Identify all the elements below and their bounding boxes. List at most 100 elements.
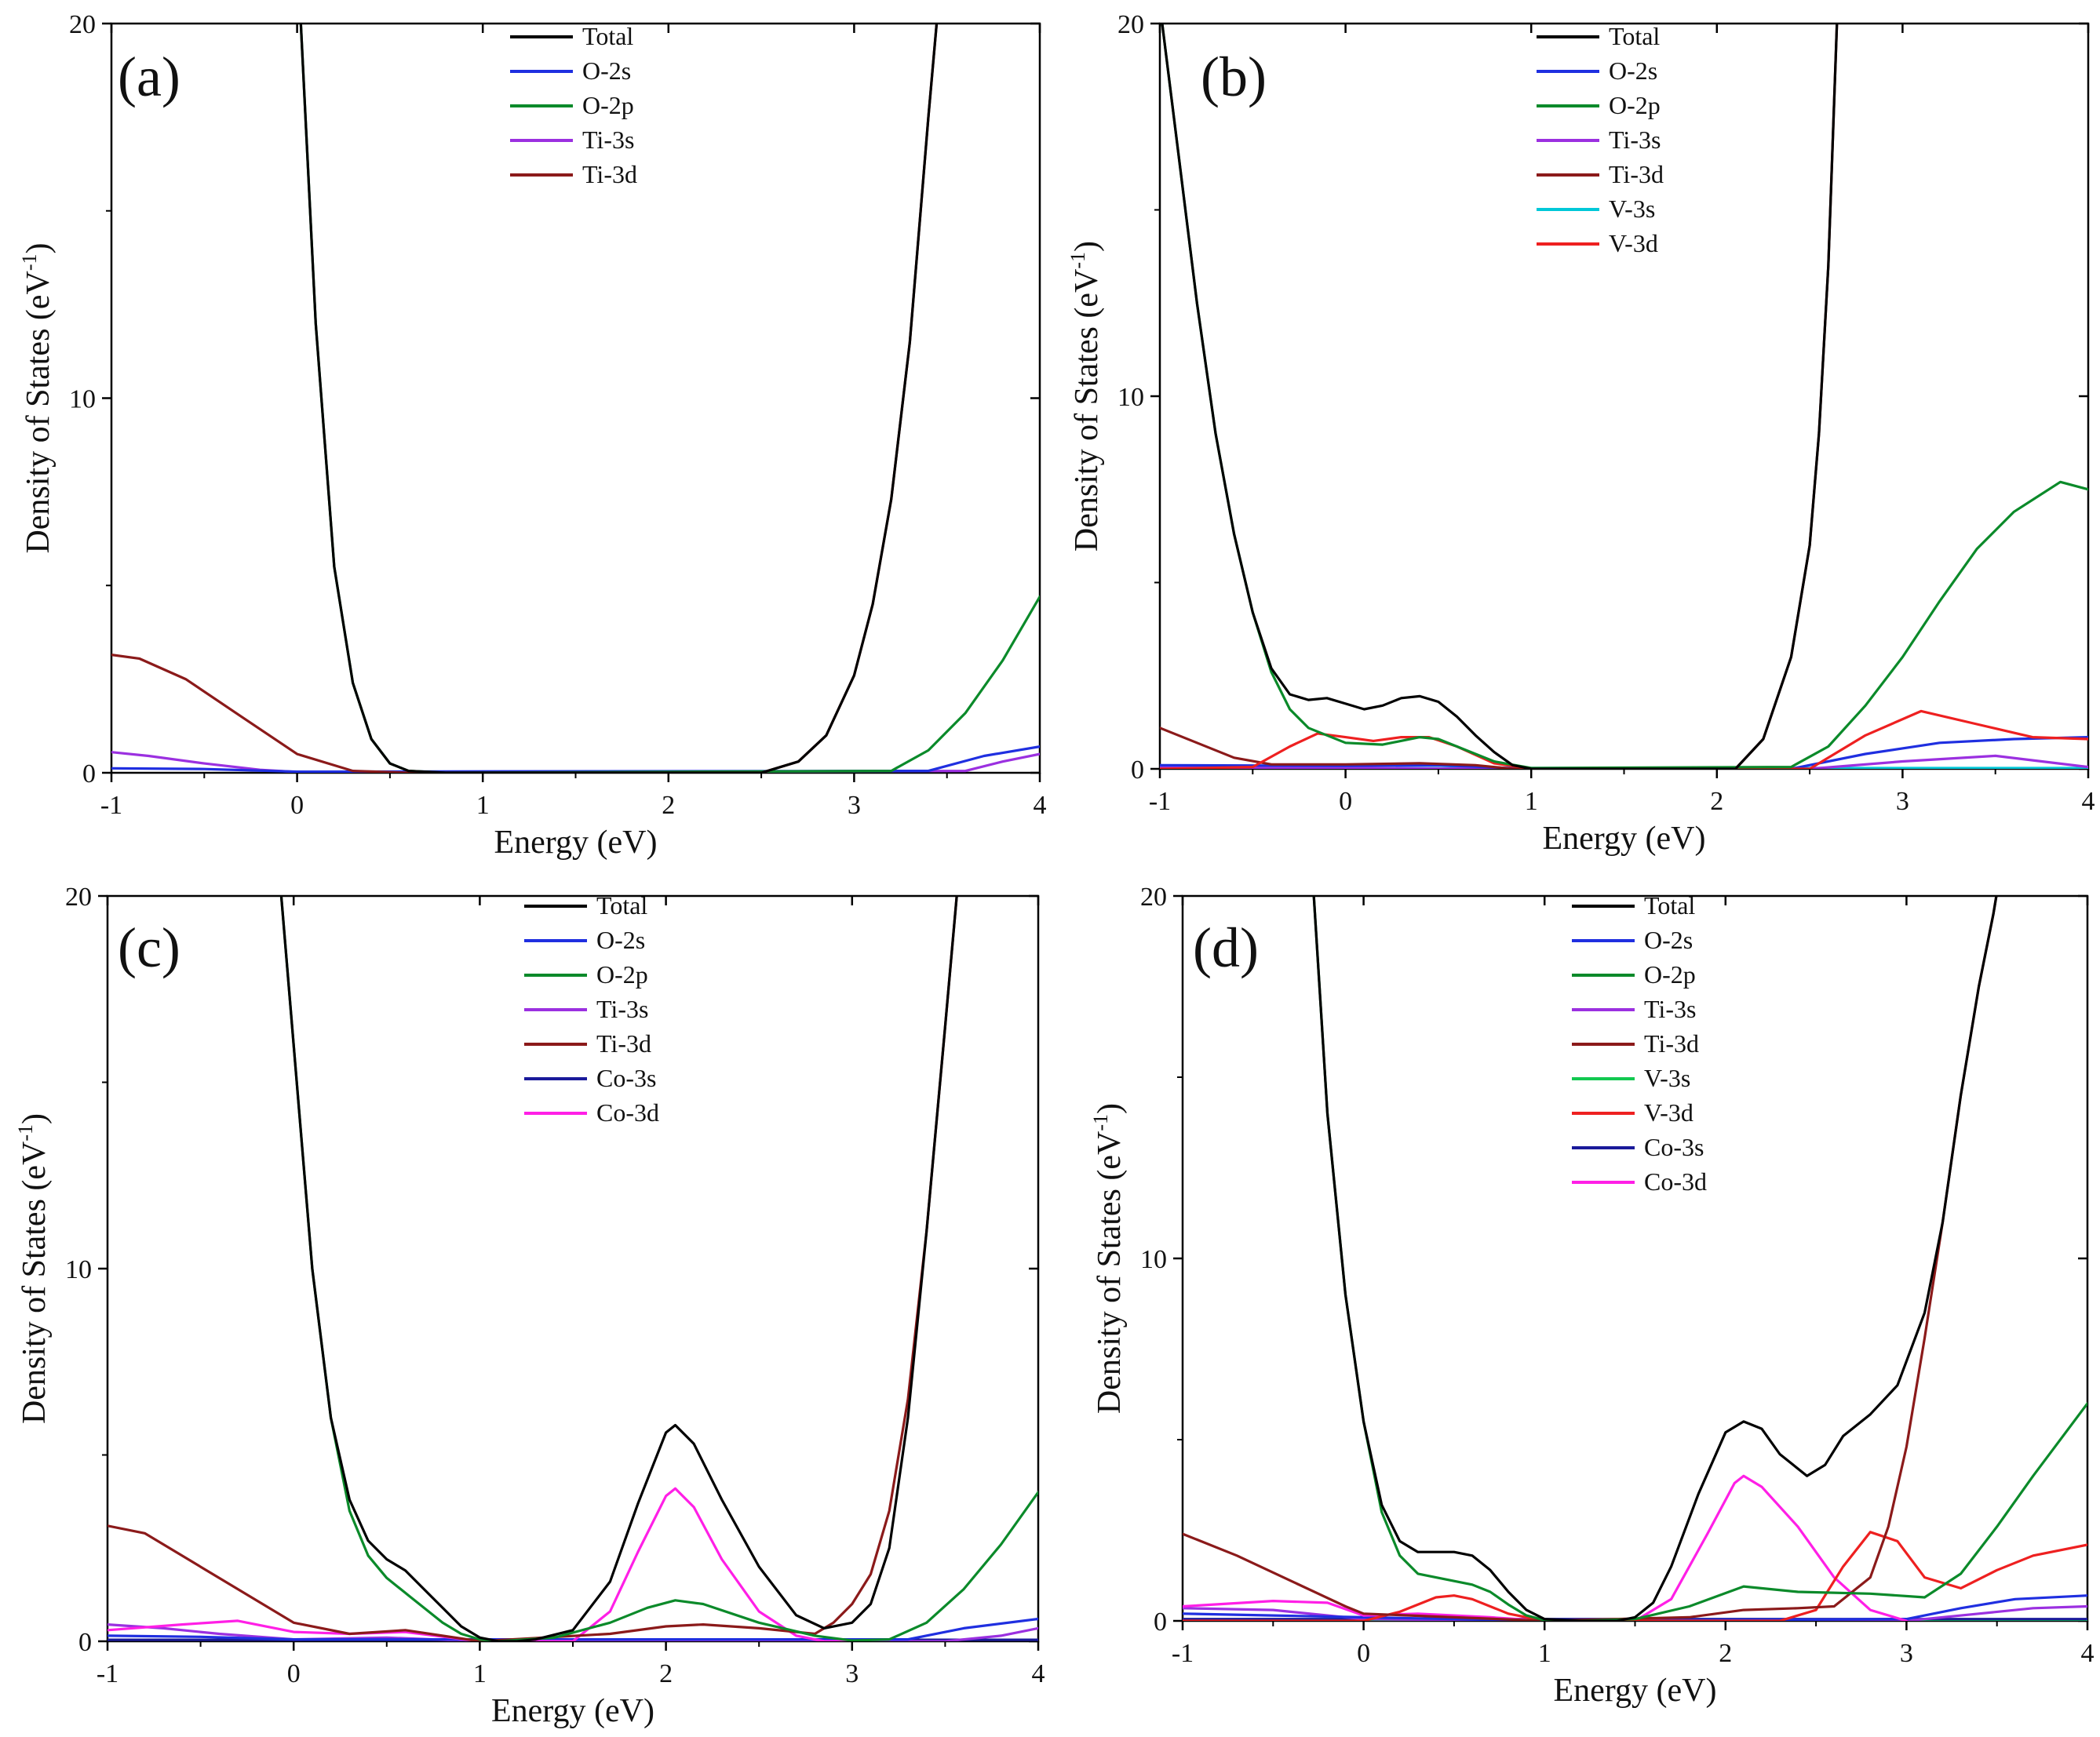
x-axis-title: Energy (eV) <box>1554 1673 1717 1709</box>
legend: Total O-2s O-2p Ti-3s Ti-3d <box>510 22 637 188</box>
x-tick-label: -1 <box>1149 787 1171 816</box>
series-line-total <box>1161 24 1839 769</box>
x-tick-label: 4 <box>1032 1659 1045 1688</box>
series-group <box>111 24 1040 773</box>
series-line-ti-3s <box>1183 1604 2087 1621</box>
x-tick-label: 0 <box>1357 1639 1370 1668</box>
x-tick-label: -1 <box>97 1659 118 1688</box>
x-tick-label: 0 <box>287 1659 301 1688</box>
y-tick-label: 10 <box>1117 383 1144 412</box>
y-axis-title-sup: -1 <box>1089 1114 1112 1131</box>
series-line-ti-3s <box>108 1623 1038 1641</box>
series-group <box>108 896 1038 1641</box>
y-axis-title-sup: -1 <box>14 1124 37 1142</box>
y-tick-label: 10 <box>1140 1245 1167 1274</box>
x-tick-label: -1 <box>1172 1639 1194 1668</box>
x-axis-title: Energy (eV) <box>1543 821 1706 857</box>
x-axis-title: Energy (eV) <box>491 1693 654 1729</box>
series-line-o-2s <box>1160 735 2088 769</box>
legend-label: Total <box>1644 891 1695 919</box>
series-line-co-3d <box>108 1487 854 1641</box>
plot-frame <box>110 22 1041 774</box>
series-line-o-2p <box>1161 24 2088 769</box>
legend-label: O-2p <box>596 960 648 989</box>
x-tick-label: 2 <box>662 791 675 820</box>
x-tick-label: 4 <box>1034 791 1047 820</box>
x-tick-label: 3 <box>845 1659 859 1688</box>
legend-label: V-3s <box>1644 1064 1690 1092</box>
legend-label: Ti-3d <box>1609 160 1664 188</box>
legend-label: O-2s <box>596 926 645 954</box>
y-tick-label: 0 <box>1154 1608 1167 1637</box>
panel-label: (a) <box>118 46 180 108</box>
series-line-total <box>1312 896 1998 1621</box>
series-line-ti-3d <box>111 24 939 773</box>
legend-label: O-2p <box>1644 960 1696 989</box>
x-tick-label: 1 <box>1525 787 1538 816</box>
plot-frame <box>1181 894 2089 1622</box>
legend-label: Ti-3s <box>1644 995 1696 1023</box>
series-line-total <box>279 896 958 1641</box>
y-tick-label: 20 <box>69 10 96 39</box>
y-tick-label: 0 <box>1131 756 1144 785</box>
x-tick-label: 4 <box>2082 787 2095 816</box>
y-axis-title-main: Density of States (eV <box>1069 269 1105 552</box>
legend: Total O-2s O-2p Ti-3s Ti-3d V-3s V-3d Co-3s Co-3… <box>1572 891 1707 1196</box>
y-axis-title: Density of States (eV-1) <box>1066 241 1105 552</box>
y-axis-title-sup: -1 <box>18 253 41 271</box>
panel-label: (d) <box>1193 916 1259 979</box>
legend-label: Total <box>1609 22 1660 50</box>
y-tick-label: 20 <box>65 883 92 912</box>
y-axis-title-close: ) <box>1069 241 1105 252</box>
x-axis-title: Energy (eV) <box>494 825 658 861</box>
y-axis-title: Density of States (eV-1) <box>14 1113 53 1424</box>
series-group <box>1160 24 2088 769</box>
series-group <box>1183 896 2087 1621</box>
y-tick-label: 20 <box>1117 10 1144 39</box>
x-tick-label: 1 <box>476 791 490 820</box>
panel-label: (b) <box>1201 46 1267 108</box>
series-line-total <box>299 24 939 773</box>
y-axis-title: Density of States (eV-1) <box>18 242 57 553</box>
legend-label: Ti-3s <box>1609 126 1661 154</box>
legend: Total O-2s O-2p Ti-3s Ti-3d Co-3s Co-3d <box>524 891 659 1127</box>
y-tick-label: 0 <box>82 759 96 788</box>
x-tick-label: -1 <box>100 791 122 820</box>
legend-label: Ti-3d <box>1644 1029 1699 1058</box>
series-line-ti-3d <box>1160 24 1839 769</box>
legend-label: Co-3d <box>1644 1167 1707 1196</box>
panel-label: (c) <box>118 916 180 979</box>
legend-label: Ti-3s <box>582 126 634 154</box>
y-axis-title-main: Density of States (eV <box>16 1142 53 1424</box>
y-axis-title-close: ) <box>20 242 57 253</box>
legend-label: V-3d <box>1609 229 1658 257</box>
legend-label: O-2s <box>1609 56 1657 85</box>
legend-label: Total <box>596 891 647 919</box>
series-line-co-3d <box>1183 1474 1908 1621</box>
y-tick-label: 0 <box>78 1628 92 1657</box>
x-tick-label: 3 <box>848 791 861 820</box>
legend-label: Co-3d <box>596 1098 659 1127</box>
legend-label: O-2s <box>1644 926 1693 954</box>
legend-label: Co-3s <box>1644 1133 1704 1161</box>
legend-label: O-2p <box>1609 91 1661 119</box>
y-axis-title: Density of States (eV-1) <box>1089 1103 1128 1414</box>
series-line-v-3d <box>1183 1531 2087 1621</box>
x-tick-label: 1 <box>1538 1639 1551 1668</box>
legend-label: Total <box>582 22 633 50</box>
y-tick-label: 10 <box>65 1255 92 1284</box>
y-axis-title-sup: -1 <box>1066 252 1089 269</box>
series-line-ti-3s <box>1160 754 2088 769</box>
series-line-o-2p <box>1312 896 2087 1621</box>
x-tick-label: 3 <box>1900 1639 1913 1668</box>
x-tick-label: 4 <box>2081 1639 2095 1668</box>
x-tick-label: 2 <box>659 1659 673 1688</box>
series-line-o-2s <box>108 1617 1038 1641</box>
y-tick-label: 20 <box>1140 883 1167 912</box>
legend-label: Ti-3s <box>596 995 648 1023</box>
legend-label: O-2s <box>582 56 631 85</box>
